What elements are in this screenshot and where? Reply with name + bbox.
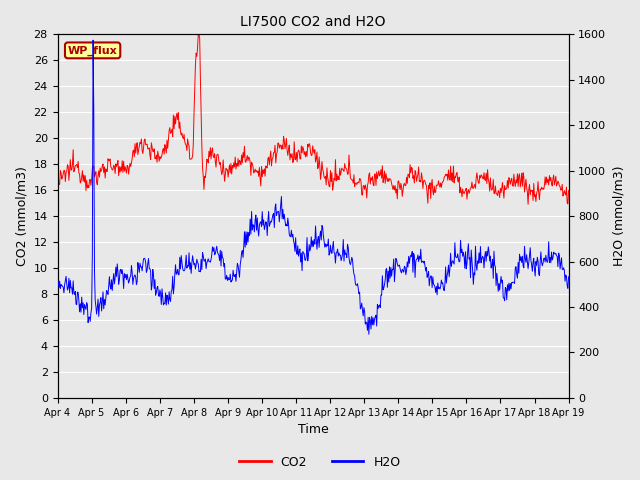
Legend: CO2, H2O: CO2, H2O: [234, 451, 406, 474]
Text: WP_flux: WP_flux: [68, 45, 118, 56]
X-axis label: Time: Time: [298, 423, 328, 436]
Y-axis label: H2O (mmol/m3): H2O (mmol/m3): [612, 166, 625, 266]
Y-axis label: CO2 (mmol/m3): CO2 (mmol/m3): [15, 166, 28, 266]
Title: LI7500 CO2 and H2O: LI7500 CO2 and H2O: [240, 15, 386, 29]
